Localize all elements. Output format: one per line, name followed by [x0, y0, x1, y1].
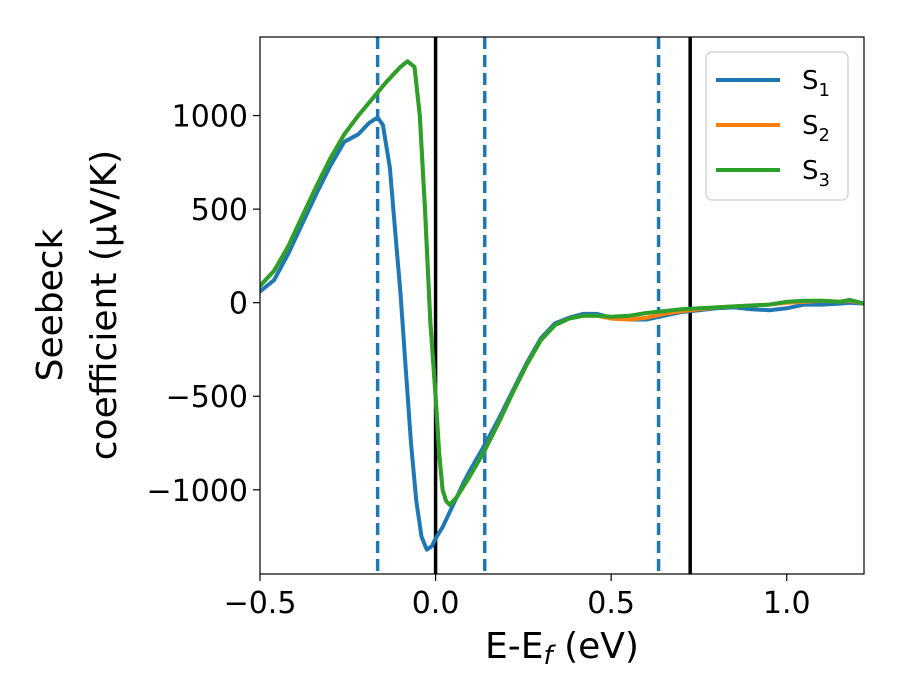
y-tick-label: 0	[229, 287, 248, 322]
x-tick-label: 0.5	[587, 586, 635, 621]
x-axis-label: E-Ef (eV)	[485, 626, 639, 671]
y-tick-label: −1000	[147, 474, 248, 509]
y-axis-label-line2: coefficient (μV/K)	[84, 150, 125, 460]
legend-label-s2: S2	[802, 111, 830, 146]
x-axis-ticks: −0.5 0.0 0.5 1.0	[224, 574, 811, 621]
y-tick-label: 1000	[172, 100, 248, 135]
series-line-s3	[260, 59, 864, 507]
x-tick-label: −0.5	[224, 586, 297, 621]
y-axis-label: Seebeck coefficient (μV/K)	[30, 150, 125, 460]
y-axis-ticks: 1000 500 0 −500 −1000	[147, 100, 260, 509]
series-layer	[260, 59, 864, 552]
legend: S1 S2 S3	[705, 51, 849, 201]
vertical-reference-lines	[375, 37, 692, 574]
y-tick-label: −500	[166, 380, 248, 415]
plot-frame	[259, 36, 865, 575]
y-tick-label: 500	[191, 193, 248, 228]
x-tick-label: 0.0	[412, 586, 460, 621]
legend-label-s1: S1	[802, 66, 830, 101]
legend-label-s3: S3	[802, 156, 830, 191]
y-axis-label-line1: Seebeck	[30, 228, 71, 381]
x-tick-label: 1.0	[763, 586, 811, 621]
